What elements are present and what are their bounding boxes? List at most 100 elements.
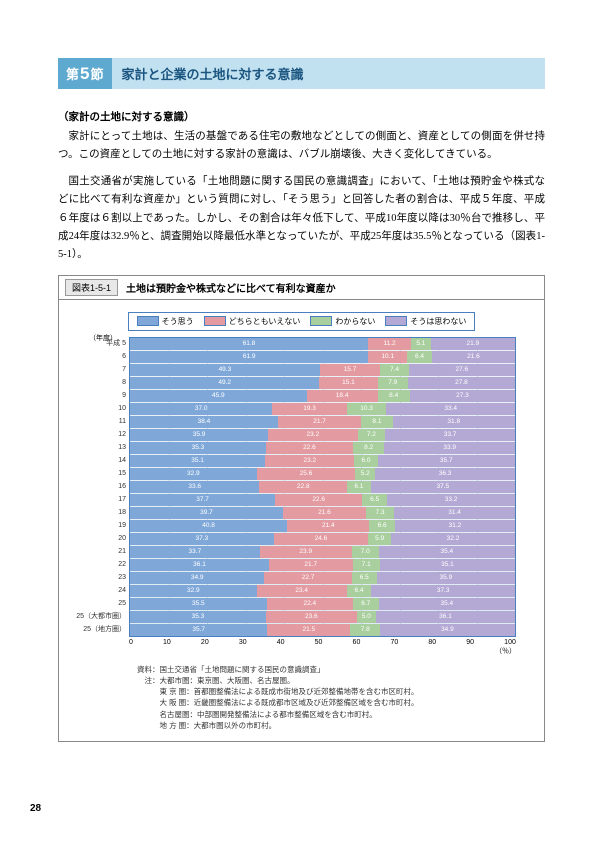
chart-body: そう思うどちらともいえないわからないそうは思わない （年度） 平成 561.81…	[59, 300, 544, 742]
note-line: 注：大都市圏：東京圏、大阪圏、名古屋圏。	[137, 675, 526, 686]
bar-segment: 27.3	[410, 390, 515, 402]
bar-segment: 35.1	[130, 455, 265, 467]
bar-segment: 32.2	[391, 533, 515, 545]
x-tick: 70	[390, 639, 398, 646]
chart-row: 25（地方圏）35.721.57.834.9	[130, 623, 515, 636]
chart-header: 図表1-5-1 土地は預貯金や株式などに比べて有利な資産か	[59, 276, 544, 300]
paragraph-2: 国土交通省が実施している「土地問題に関する国民の意識調査」において、「土地は預貯…	[58, 173, 545, 265]
bar-segment: 6.6	[369, 520, 394, 532]
bar-segment: 33.9	[384, 442, 515, 454]
bar-segment: 36.1	[376, 611, 515, 623]
bar-segment: 5.0	[357, 611, 376, 623]
x-tick: 0	[129, 639, 133, 646]
bar-segment: 10.1	[368, 351, 407, 363]
y-label: 16	[118, 481, 130, 493]
bar-segment: 49.2	[130, 377, 319, 389]
y-label: 12	[118, 429, 130, 441]
legend-swatch	[204, 316, 226, 326]
bar-segment: 21.9	[431, 338, 515, 350]
legend-label: どちらともいえない	[229, 316, 301, 327]
bar-segment: 21.7	[278, 416, 362, 428]
bar-segment: 36.1	[130, 559, 269, 571]
bar-segment: 45.9	[130, 390, 307, 402]
legend-swatch	[310, 316, 332, 326]
legend-label: そうは思わない	[410, 316, 466, 327]
bar-segment: 35.7	[378, 455, 515, 467]
bar-segment: 22.4	[267, 598, 353, 610]
section-title: 家計と企業の土地に対する意識	[112, 58, 546, 89]
bar-segment: 37.3	[371, 585, 515, 597]
bar-segment: 6.4	[407, 351, 432, 363]
bar-segment: 8.4	[378, 390, 410, 402]
chart-row: 1940.821.46.631.2	[130, 519, 515, 532]
bar-segment: 21.7	[269, 559, 353, 571]
chart-row: 1839.721.67.331.4	[130, 506, 515, 519]
y-label: 10	[118, 403, 130, 415]
bar-segment: 35.9	[377, 572, 515, 584]
legend-item: わからない	[310, 316, 375, 327]
y-label: 19	[118, 520, 130, 532]
bar-segment: 5.1	[411, 338, 431, 350]
chart-row: 1435.123.26.035.7	[130, 454, 515, 467]
bar-segment: 8.2	[353, 442, 385, 454]
chart-notes: 資料：国土交通省「土地問題に関する国民の意識調査」 注：大都市圏：東京圏、大阪圏…	[137, 664, 526, 732]
bar-segment: 7.4	[380, 364, 408, 376]
y-label: 6	[122, 351, 130, 363]
bar-segment: 19.3	[272, 403, 346, 415]
bar-segment: 7.1	[353, 559, 380, 571]
bar-segment: 18.4	[307, 390, 378, 402]
bar-segment: 7.2	[358, 429, 386, 441]
bar-segment: 61.9	[130, 351, 368, 363]
bar-segment: 37.3	[130, 533, 274, 545]
y-label: 22	[118, 559, 130, 571]
bar-segment: 21.6	[283, 507, 366, 519]
y-label: 11	[119, 416, 130, 428]
bar-segment: 34.9	[130, 572, 264, 584]
bar-segment: 22.7	[264, 572, 351, 584]
y-label: 21	[118, 546, 130, 558]
x-tick: 50	[315, 639, 323, 646]
bar-segment: 22.6	[275, 494, 362, 506]
bar-segment: 33.6	[130, 481, 259, 493]
badge-num: 5	[80, 64, 89, 84]
bar-segment: 35.9	[130, 429, 268, 441]
section-badge: 第 5 節	[58, 58, 112, 89]
chart-row: 2535.522.46.735.4	[130, 597, 515, 610]
legend-label: そう思う	[162, 316, 194, 327]
chart-row: 1335.322.68.233.9	[130, 441, 515, 454]
bar-segment: 6.7	[353, 598, 379, 610]
chart-row: 1532.925.65.236.3	[130, 467, 515, 480]
bar-segment: 39.7	[130, 507, 283, 519]
chart-row: 1138.421.78.131.8	[130, 415, 515, 428]
x-tick: 100	[504, 639, 516, 646]
chart-row: 2236.121.77.135.1	[130, 558, 515, 571]
section-header: 第 5 節 家計と企業の土地に対する意識	[58, 58, 545, 89]
chart-plot: 平成 561.811.25.121.9661.910.16.421.6749.3…	[129, 337, 516, 637]
x-axis: 0102030405060708090100	[129, 639, 516, 646]
y-label: 14	[118, 455, 130, 467]
note-line: 東 京 圏：首都圏整備法による既成市街地及び近郊整備地帯を含む市区町村。	[137, 686, 526, 697]
y-label: 20	[118, 533, 130, 545]
bar-segment: 21.5	[267, 624, 350, 636]
bar-segment: 61.8	[130, 338, 368, 350]
bar-segment: 22.8	[259, 481, 347, 493]
bar-segment: 32.9	[130, 468, 257, 480]
chart-row: 2334.922.76.535.9	[130, 571, 515, 584]
legend-item: そう思う	[137, 316, 194, 327]
y-label: 18	[118, 507, 130, 519]
subheading: （家計の土地に対する意識）	[58, 109, 545, 124]
chart-legend: そう思う どちらともいえないわからない そうは思わない	[128, 312, 476, 331]
bar-segment: 7.0	[352, 546, 379, 558]
bar-segment: 23.4	[257, 585, 347, 597]
bar-segment: 27.6	[409, 364, 515, 376]
bar-segment: 11.2	[368, 338, 411, 350]
x-tick: 60	[353, 639, 361, 646]
bar-segment: 35.7	[130, 624, 267, 636]
note-line: 大 阪 圏：近畿圏整備法による既成都市区域及び近郊整備区域を含む市町村。	[137, 697, 526, 708]
y-label: 25（地方圏）	[83, 624, 130, 636]
legend-swatch	[137, 316, 159, 326]
chart-container: 図表1-5-1 土地は預貯金や株式などに比べて有利な資産か そう思う どちらともい…	[58, 275, 545, 743]
bar-segment: 40.8	[130, 520, 287, 532]
bar-segment: 6.4	[347, 585, 372, 597]
paragraph-1: 家計にとって土地は、生活の基盤である住宅の敷地などとしての側面と、資産としての側…	[58, 128, 545, 165]
